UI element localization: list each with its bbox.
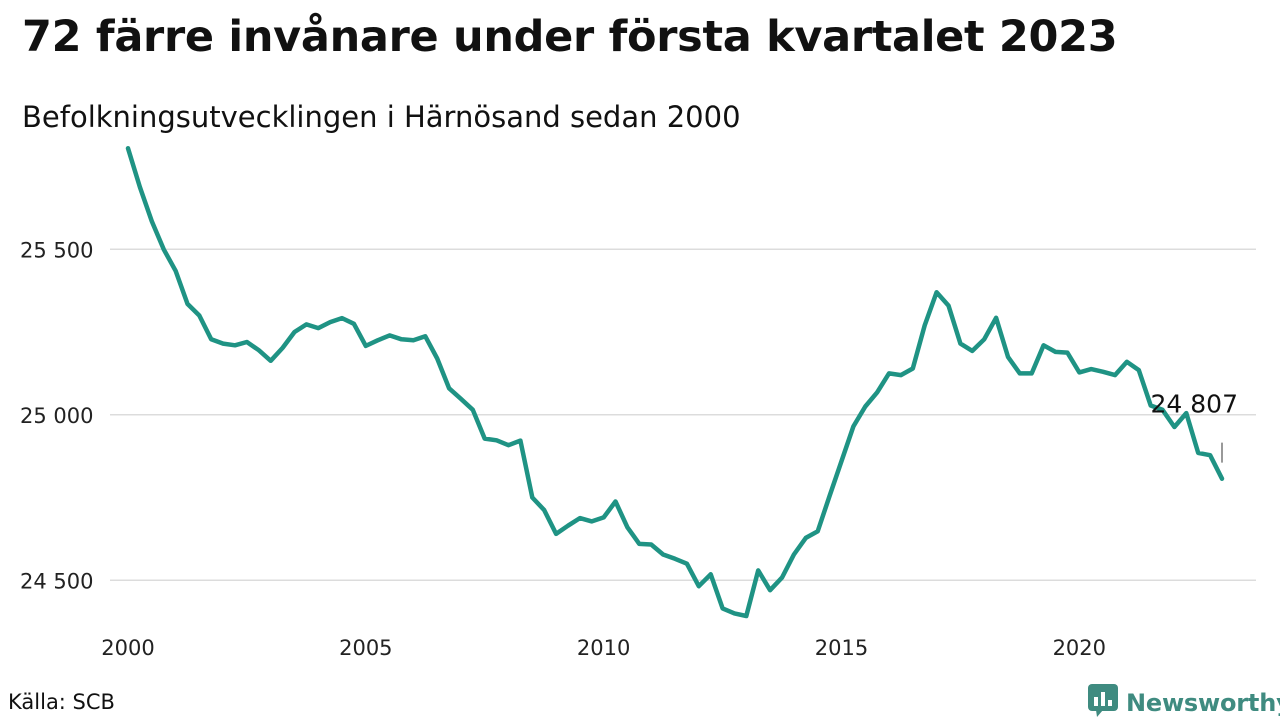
x-axis-labels: 2000 2005 2010 2015 2020 [101, 636, 1106, 660]
x-tick-label: 2000 [101, 636, 154, 660]
x-tick-label: 2005 [339, 636, 392, 660]
x-tick-label: 2020 [1053, 636, 1106, 660]
bar-chart-bubble-icon [1088, 684, 1118, 722]
population-line [128, 148, 1222, 616]
y-tick-label: 25 500 [20, 238, 93, 262]
y-tick-label: 25 000 [20, 404, 93, 428]
x-tick-label: 2010 [577, 636, 630, 660]
x-tick-label: 2015 [815, 636, 868, 660]
gridlines [110, 249, 1256, 580]
end-value-label: 24 807 [1151, 390, 1238, 419]
brand-name: Newsworthy [1126, 689, 1280, 717]
y-tick-label: 24 500 [20, 569, 93, 593]
brand-logo[interactable]: Newsworthy [1088, 684, 1280, 722]
data-points [128, 148, 1222, 616]
y-axis-labels: 24 500 25 000 25 500 [20, 238, 93, 593]
source-note: Källa: SCB [8, 690, 115, 714]
